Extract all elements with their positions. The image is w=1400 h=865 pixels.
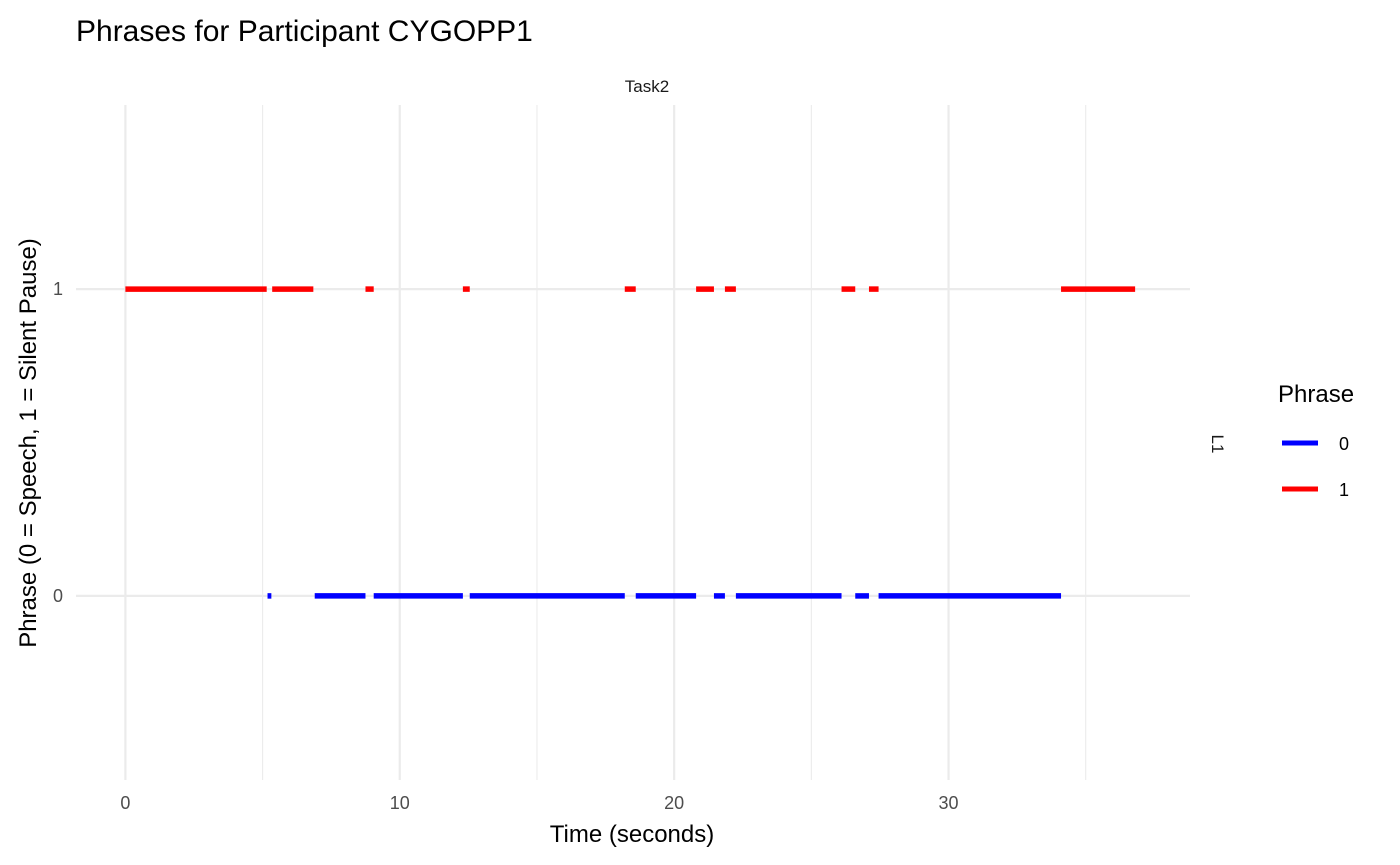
chart-title: Phrases for Participant CYGOPP1 bbox=[76, 15, 533, 48]
legend-item-0: 0 bbox=[1282, 434, 1349, 454]
legend-label-0: 0 bbox=[1339, 434, 1349, 454]
y-tick-label: 1 bbox=[53, 279, 63, 299]
facet-row-label: L1 bbox=[1208, 435, 1227, 454]
x-tick-label: 0 bbox=[120, 793, 130, 813]
data-marks bbox=[125, 286, 1136, 599]
x-tick-label: 30 bbox=[939, 793, 959, 813]
axis-ticks: 0 10 20 30 0 1 bbox=[53, 279, 959, 813]
y-tick-label: 0 bbox=[53, 586, 63, 606]
x-tick-label: 10 bbox=[390, 793, 410, 813]
x-axis-title: Time (seconds) bbox=[550, 821, 714, 848]
legend-label-1: 1 bbox=[1339, 480, 1349, 500]
grid bbox=[76, 105, 1190, 780]
legend-title: Phrase bbox=[1278, 381, 1354, 408]
y-axis-title: Phrase (0 = Speech, 1 = Silent Pause) bbox=[15, 238, 42, 648]
x-tick-label: 20 bbox=[664, 793, 684, 813]
legend: Phrase 0 1 bbox=[1278, 381, 1354, 500]
legend-item-1: 1 bbox=[1282, 480, 1349, 500]
facet-strip-label: Task2 bbox=[625, 77, 669, 96]
